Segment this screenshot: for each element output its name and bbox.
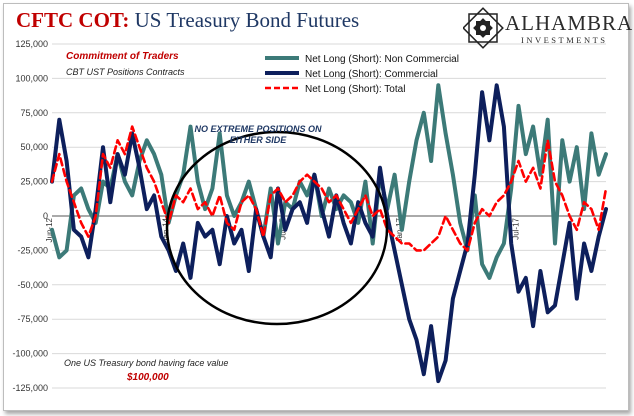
chart-frame	[3, 3, 629, 411]
alhambra-star-icon	[463, 7, 504, 49]
title-prefix: CFTC COT:	[16, 8, 130, 32]
cot-title: Commitment of Traders	[66, 51, 179, 62]
cot-subtitle: CBT UST Positions Contracts	[66, 67, 185, 77]
legend-label-non_commercial: Net Long (Short): Non Commercial	[305, 54, 459, 65]
y-tick-label: -125,000	[12, 383, 48, 393]
legend-label-total: Net Long (Short): Total	[305, 84, 405, 95]
alhambra-logo	[463, 7, 504, 49]
series-line-non_commercial	[50, 83, 608, 280]
y-tick-label: 50,000	[20, 142, 48, 152]
y-tick-label: -50,000	[17, 280, 48, 290]
x-tick-label: Jan-17	[395, 217, 404, 242]
page-title: CFTC COT: US Treasury Bond Futures	[16, 8, 359, 33]
y-tick-label: 75,000	[20, 108, 48, 118]
series-line-total	[50, 125, 608, 252]
face-value-amount: $100,000	[127, 372, 169, 383]
annotation-text: NO EXTREME POSITIONS ON EITHER SIDE	[194, 124, 322, 145]
series-line-commercial	[50, 83, 608, 384]
y-tick-label: -75,000	[17, 314, 48, 324]
y-axis: -125,000 -100,000 -75,000 -50,000 -25,000 0 25…	[12, 39, 48, 393]
title-rest: US Treasury Bond Futures	[129, 8, 360, 32]
x-tick-label: Jul-15	[278, 217, 287, 239]
x-tick-label: Jul-17	[512, 217, 521, 239]
brand-subtitle: INVESTMENTS	[521, 35, 608, 45]
face-value-text: One US Treasury bond having face value	[64, 358, 229, 368]
y-tick-label: 0	[43, 211, 48, 221]
x-tick-label: Jun-12	[45, 217, 54, 242]
annotation-circle	[165, 130, 389, 326]
y-tick-label: -100,000	[12, 349, 48, 359]
brand-name: ALHAMBRA	[505, 11, 634, 35]
series-lines	[50, 83, 608, 384]
legend: Net Long (Short): Non Commercial Net Long…	[265, 54, 459, 95]
y-tick-label: -25,000	[17, 245, 48, 255]
y-tick-label: 125,000	[15, 39, 48, 49]
y-tick-label: 25,000	[20, 177, 48, 187]
y-tick-label: 100,000	[15, 73, 48, 83]
legend-label-commercial: Net Long (Short): Commercial	[305, 69, 438, 80]
